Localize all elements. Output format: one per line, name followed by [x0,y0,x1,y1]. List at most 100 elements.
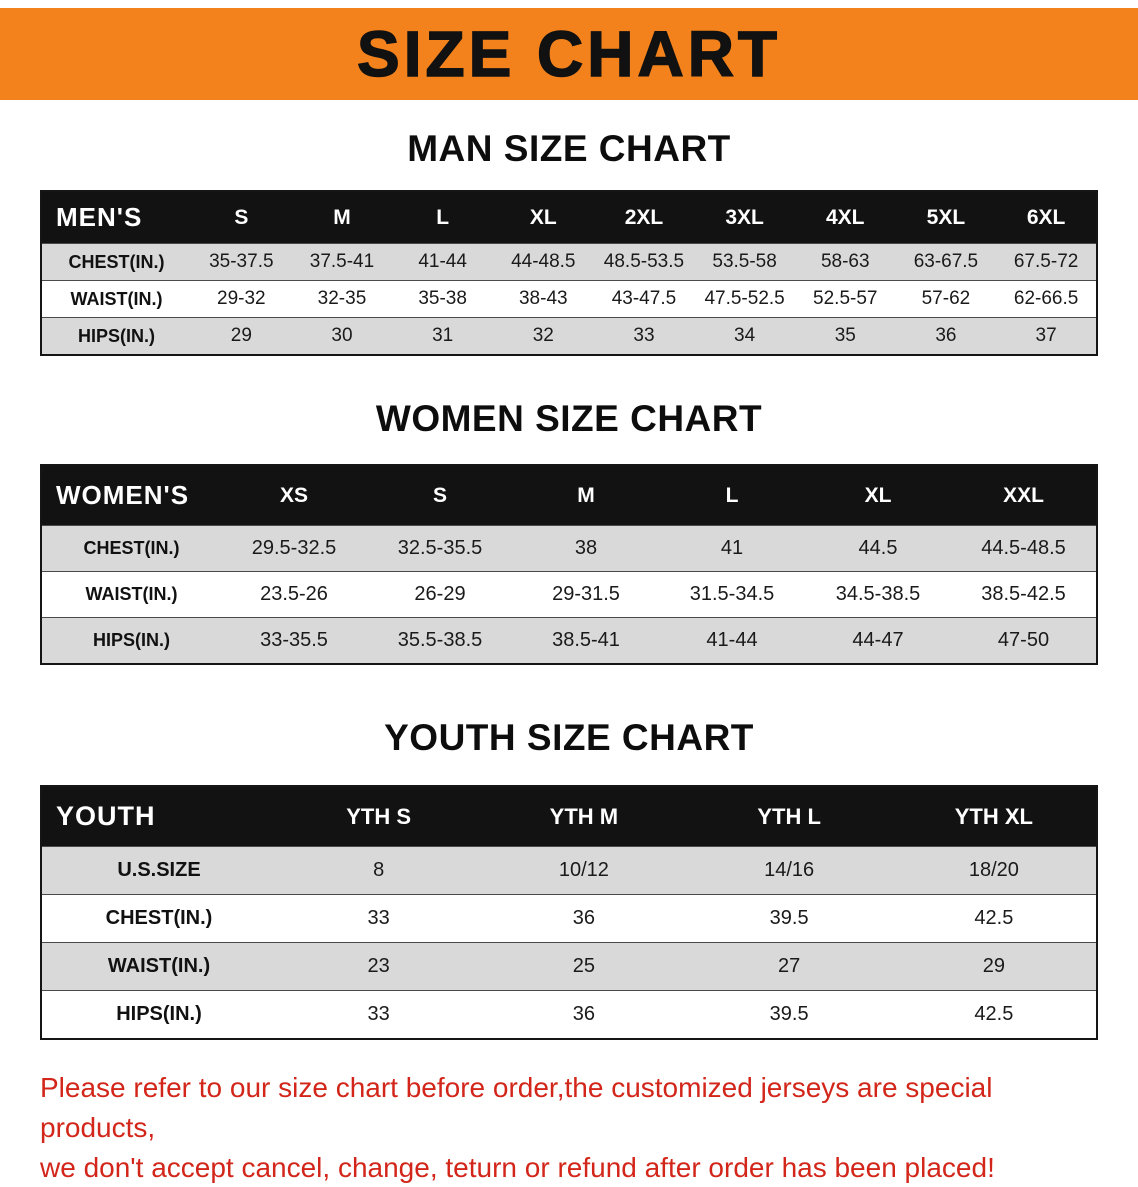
cell: 38 [513,526,659,572]
column-header: YTH XL [892,786,1097,847]
column-header: 4XL [795,191,896,244]
cell: 42.5 [892,991,1097,1040]
cell: 14/16 [687,847,892,895]
column-header: S [367,465,513,526]
cell: 33 [594,318,695,356]
cell: 42.5 [892,895,1097,943]
column-header: 6XL [996,191,1097,244]
column-header: 3XL [694,191,795,244]
cell: 10/12 [481,847,686,895]
cell: 32-35 [292,281,393,318]
disclaimer: Please refer to our size chart before or… [40,1068,1098,1187]
column-header: YTH M [481,786,686,847]
row-label: HIPS(IN.) [41,618,221,665]
cell: 38.5-42.5 [951,572,1097,618]
cell: 44.5 [805,526,951,572]
cell: 36 [481,895,686,943]
cell: 44-48.5 [493,244,594,281]
cell: 25 [481,943,686,991]
cell: 62-66.5 [996,281,1097,318]
cell: 37.5-41 [292,244,393,281]
cell: 48.5-53.5 [594,244,695,281]
cell: 34 [694,318,795,356]
column-header: 5XL [896,191,997,244]
cell: 37 [996,318,1097,356]
column-header: XS [221,465,367,526]
cell: 29 [191,318,292,356]
column-header: YTH L [687,786,892,847]
cell: 35-37.5 [191,244,292,281]
cell: 33 [276,895,481,943]
cell: 31.5-34.5 [659,572,805,618]
cell: 39.5 [687,991,892,1040]
cell: 47-50 [951,618,1097,665]
row-label: WAIST(IN.) [41,572,221,618]
cell: 36 [896,318,997,356]
cell: 52.5-57 [795,281,896,318]
cell: 27 [687,943,892,991]
cell: 33-35.5 [221,618,367,665]
cell: 47.5-52.5 [694,281,795,318]
table-label: YOUTH [41,786,276,847]
column-header: XL [493,191,594,244]
cell: 44-47 [805,618,951,665]
column-header: S [191,191,292,244]
column-header: 2XL [594,191,695,244]
cell: 30 [292,318,393,356]
cell: 29-31.5 [513,572,659,618]
cell: 18/20 [892,847,1097,895]
cell: 31 [392,318,493,356]
cell: 41-44 [392,244,493,281]
women-section-title: WOMEN SIZE CHART [0,398,1138,440]
cell: 41-44 [659,618,805,665]
column-header: XXL [951,465,1097,526]
cell: 34.5-38.5 [805,572,951,618]
column-header: M [513,465,659,526]
cell: 29-32 [191,281,292,318]
cell: 38-43 [493,281,594,318]
cell: 35.5-38.5 [367,618,513,665]
cell: 32.5-35.5 [367,526,513,572]
cell: 41 [659,526,805,572]
cell: 29.5-32.5 [221,526,367,572]
cell: 26-29 [367,572,513,618]
cell: 67.5-72 [996,244,1097,281]
cell: 33 [276,991,481,1040]
cell: 35-38 [392,281,493,318]
youth-section-title: YOUTH SIZE CHART [0,717,1138,759]
cell: 29 [892,943,1097,991]
row-label: U.S.SIZE [41,847,276,895]
banner: SIZE CHART [0,8,1138,100]
table-label: WOMEN'S [41,465,221,526]
row-label: CHEST(IN.) [41,244,191,281]
cell: 8 [276,847,481,895]
cell: 23 [276,943,481,991]
disclaimer-line-1: Please refer to our size chart before or… [40,1068,1098,1148]
column-header: M [292,191,393,244]
row-label: CHEST(IN.) [41,895,276,943]
cell: 32 [493,318,594,356]
men-section-title: MAN SIZE CHART [0,128,1138,170]
page-title: SIZE CHART [357,17,781,91]
row-label: WAIST(IN.) [41,281,191,318]
row-label: HIPS(IN.) [41,318,191,356]
row-label: CHEST(IN.) [41,526,221,572]
row-label: HIPS(IN.) [41,991,276,1040]
column-header: XL [805,465,951,526]
cell: 44.5-48.5 [951,526,1097,572]
